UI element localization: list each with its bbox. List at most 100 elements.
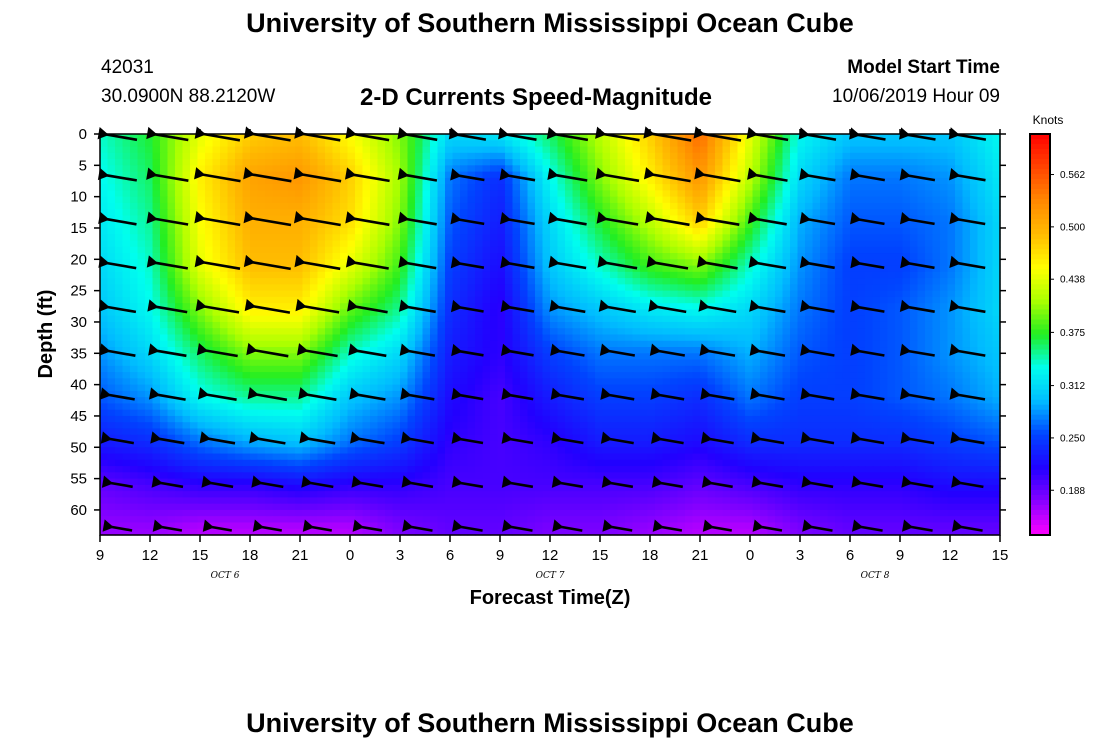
heatmap-cell [662, 227, 671, 235]
heatmap-cell [760, 221, 769, 229]
heatmap-cell [962, 196, 971, 204]
heatmap-cell [452, 309, 461, 317]
heatmap-cell [640, 202, 649, 210]
heatmap-cell [707, 246, 716, 254]
heatmap-cell [715, 202, 724, 210]
heatmap-cell [497, 271, 506, 279]
heatmap-cell [257, 278, 266, 285]
heatmap-cell [767, 159, 776, 166]
heatmap-cell [745, 290, 754, 298]
heatmap-cell [880, 190, 889, 198]
heatmap-cell [610, 296, 619, 304]
heatmap-cell [722, 353, 731, 361]
heatmap-cell [745, 202, 754, 210]
heatmap-cell [107, 309, 116, 317]
heatmap-cell [812, 378, 821, 386]
heatmap-cell [385, 171, 394, 179]
heatmap-cell [445, 359, 454, 367]
heatmap-cell [272, 309, 281, 317]
heatmap-cell [317, 240, 326, 248]
heatmap-cell [550, 347, 559, 354]
heatmap-cell [857, 165, 866, 173]
heatmap-cell [445, 328, 454, 336]
heatmap-cell [370, 278, 379, 285]
heatmap-cell [790, 378, 799, 386]
heatmap-cell [475, 309, 484, 317]
heatmap-cell [730, 372, 739, 379]
heatmap-cell [895, 209, 904, 217]
heatmap-cell [775, 321, 784, 329]
heatmap-cell [347, 152, 356, 160]
heatmap-cell [175, 209, 184, 217]
heatmap-cell [700, 347, 709, 354]
heatmap-cell [265, 202, 274, 210]
heatmap-cell [295, 278, 304, 285]
heatmap-cell [265, 315, 274, 323]
heatmap-cell [497, 140, 506, 148]
heatmap-cell [677, 240, 686, 248]
heatmap-cell [422, 284, 431, 292]
heatmap-cell [415, 146, 424, 154]
heatmap-cell [542, 152, 551, 160]
heatmap-cell [242, 347, 251, 354]
heatmap-cell [985, 359, 994, 367]
heatmap-cell [527, 246, 536, 254]
heatmap-cell [160, 177, 169, 185]
heatmap-cell [647, 190, 656, 198]
heatmap-cell [227, 372, 236, 379]
heatmap-cell [820, 384, 829, 392]
heatmap-cell [917, 303, 926, 311]
heatmap-cell [572, 340, 581, 348]
heatmap-cell [272, 152, 281, 160]
heatmap-cell [182, 378, 191, 386]
heatmap-cell [257, 372, 266, 379]
heatmap-cell [970, 284, 979, 292]
heatmap-cell [722, 340, 731, 348]
heatmap-cell [445, 353, 454, 361]
heatmap-cell [662, 265, 671, 273]
heatmap-cell [685, 196, 694, 204]
heatmap-cell [917, 359, 926, 367]
heatmap-cell [647, 227, 656, 235]
heatmap-cell [512, 340, 521, 348]
heatmap-cell [122, 347, 131, 354]
heatmap-cell [835, 146, 844, 154]
heatmap-cell [872, 265, 881, 273]
heatmap-cell [910, 165, 919, 173]
heatmap-cell [392, 309, 401, 317]
heatmap-cell [835, 271, 844, 279]
heatmap-cell [587, 290, 596, 298]
heatmap-cell [610, 209, 619, 217]
heatmap-cell [820, 321, 829, 329]
heatmap-cell [745, 184, 754, 191]
heatmap-cell [565, 353, 574, 361]
heatmap-cell [145, 321, 154, 329]
heatmap-cell [212, 146, 221, 154]
heatmap-cell [625, 209, 634, 217]
heatmap-cell [227, 234, 236, 242]
heatmap-cell [782, 278, 791, 285]
heatmap-cell [317, 259, 326, 267]
heatmap-cell [520, 353, 529, 361]
heatmap-cell [400, 390, 409, 398]
heatmap-cell [182, 328, 191, 336]
heatmap-cell [310, 353, 319, 361]
heatmap-cell [625, 372, 634, 379]
heatmap-cell [107, 184, 116, 191]
heatmap-cell [550, 140, 559, 148]
heatmap-cell [977, 359, 986, 367]
heatmap-cell [190, 359, 199, 367]
heatmap-cell [437, 271, 446, 279]
heatmap-cell [655, 190, 664, 198]
heatmap-cell [107, 152, 116, 160]
heatmap-cell [610, 390, 619, 398]
heatmap-cell [685, 215, 694, 223]
heatmap-cell [505, 296, 514, 304]
heatmap-cell [797, 278, 806, 285]
heatmap-cell [295, 177, 304, 185]
heatmap-cell [212, 372, 221, 379]
heatmap-cell [475, 328, 484, 336]
heatmap-cell [452, 296, 461, 304]
heatmap-cell [572, 334, 581, 342]
heatmap-cell [842, 246, 851, 254]
